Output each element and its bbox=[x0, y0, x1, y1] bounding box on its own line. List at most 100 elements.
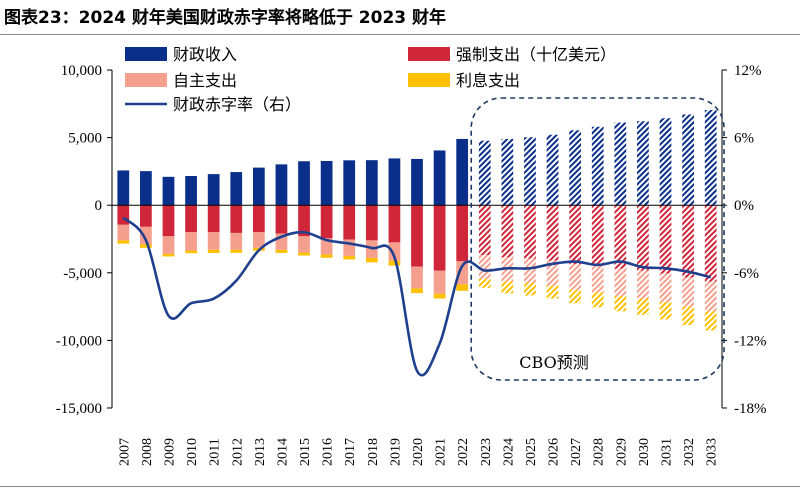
x-axis-tick-label: 2011 bbox=[208, 438, 223, 465]
bar-mandatory bbox=[682, 205, 694, 278]
bar-discretionary bbox=[704, 281, 717, 312]
bar-discretionary bbox=[275, 233, 288, 250]
x-axis-tick-label: 2010 bbox=[185, 438, 200, 466]
bar-interest bbox=[411, 288, 423, 294]
bar-discretionary bbox=[546, 260, 559, 286]
bar-interest bbox=[456, 284, 469, 291]
bar-interest bbox=[117, 240, 130, 244]
bar-mandatory bbox=[411, 205, 423, 267]
bar-mandatory bbox=[162, 205, 175, 237]
left-axis-tick-label: 10,000 bbox=[61, 63, 102, 79]
x-axis-tick-label: 2008 bbox=[140, 438, 155, 466]
legend-discretionary: 自主支出 bbox=[173, 71, 237, 90]
legend-discretionary-swatch bbox=[125, 73, 167, 87]
x-axis-tick-label: 2021 bbox=[434, 438, 449, 466]
bar-revenue bbox=[501, 138, 514, 206]
bar-revenue bbox=[637, 121, 649, 206]
bar-revenue bbox=[117, 170, 130, 206]
bar-revenue bbox=[275, 164, 288, 206]
bar-revenue bbox=[252, 167, 265, 206]
x-axis-tick-label: 2033 bbox=[705, 438, 720, 466]
bar-interest bbox=[614, 295, 627, 312]
bar-interest bbox=[546, 285, 559, 299]
left-axis-tick-label: 0 bbox=[95, 198, 103, 214]
bar-interest bbox=[478, 278, 491, 288]
x-axis-tick-label: 2026 bbox=[547, 438, 562, 466]
bar-discretionary bbox=[162, 236, 175, 254]
right-axis-tick-label: 12% bbox=[734, 63, 762, 79]
bar-mandatory bbox=[140, 205, 152, 227]
bar-revenue bbox=[162, 176, 175, 206]
bar-mandatory bbox=[207, 205, 220, 233]
bar-revenue bbox=[230, 172, 243, 206]
bar-interest bbox=[162, 253, 175, 257]
bar-discretionary bbox=[456, 261, 469, 285]
bar-mandatory bbox=[478, 205, 491, 256]
bar-revenue bbox=[320, 160, 333, 206]
x-axis-tick-label: 2016 bbox=[321, 438, 336, 466]
bar-interest bbox=[275, 249, 288, 253]
bar-interest bbox=[637, 298, 649, 315]
bar-discretionary bbox=[659, 273, 672, 302]
left-axis-tick-label: -10,000 bbox=[56, 333, 102, 349]
bar-mandatory bbox=[524, 205, 536, 259]
legend-deficit-rate: 财政赤字率（右） bbox=[173, 95, 301, 114]
legend-interest-swatch bbox=[408, 73, 450, 87]
bar-discretionary bbox=[569, 264, 582, 290]
x-axis-tick-label: 2023 bbox=[479, 438, 494, 466]
bar-mandatory bbox=[343, 205, 356, 240]
bar-mandatory bbox=[365, 205, 378, 241]
bar-mandatory bbox=[637, 205, 649, 271]
bar-discretionary bbox=[185, 232, 197, 251]
bar-discretionary bbox=[637, 270, 649, 299]
legend-mandatory-swatch bbox=[408, 47, 450, 61]
bar-interest bbox=[659, 301, 672, 320]
title-divider bbox=[0, 34, 800, 35]
bar-revenue bbox=[298, 161, 310, 206]
bar-discretionary bbox=[343, 239, 356, 256]
x-axis-tick-label: 2027 bbox=[569, 438, 584, 466]
bar-discretionary bbox=[140, 226, 152, 245]
x-axis-tick-label: 2022 bbox=[456, 438, 471, 466]
bar-mandatory bbox=[569, 205, 582, 265]
bar-revenue bbox=[478, 140, 491, 206]
bar-discretionary bbox=[591, 266, 604, 293]
right-axis-tick-label: 0% bbox=[734, 198, 754, 214]
bar-discretionary bbox=[524, 258, 536, 283]
x-axis-tick-label: 2032 bbox=[682, 438, 697, 466]
bar-revenue bbox=[546, 134, 559, 206]
bar-discretionary bbox=[614, 268, 627, 296]
left-axis-tick-label: -15,000 bbox=[56, 401, 102, 417]
bar-mandatory bbox=[388, 205, 401, 243]
bar-revenue bbox=[524, 137, 536, 206]
x-axis-tick-label: 2029 bbox=[614, 438, 629, 466]
bar-mandatory bbox=[659, 205, 672, 274]
bar-revenue bbox=[140, 171, 152, 206]
bar-discretionary bbox=[682, 277, 694, 307]
bar-interest bbox=[343, 255, 356, 260]
bar-interest bbox=[320, 254, 333, 258]
x-axis-tick-label: 2014 bbox=[275, 438, 290, 466]
bar-mandatory bbox=[546, 205, 559, 261]
left-axis-tick-label: -5,000 bbox=[63, 266, 102, 282]
bar-discretionary bbox=[320, 238, 333, 255]
bar-discretionary bbox=[252, 232, 265, 248]
bar-mandatory bbox=[252, 205, 265, 233]
x-axis-tick-label: 2024 bbox=[501, 438, 516, 466]
bar-mandatory bbox=[704, 205, 717, 282]
bar-discretionary bbox=[478, 255, 491, 279]
x-axis-tick-label: 2018 bbox=[366, 438, 381, 466]
x-axis-tick-label: 2020 bbox=[411, 438, 426, 466]
bar-revenue bbox=[365, 160, 378, 206]
x-axis-tick-label: 2025 bbox=[524, 438, 539, 466]
right-axis-tick-label: -6% bbox=[734, 266, 759, 282]
x-axis-tick-label: 2030 bbox=[637, 438, 652, 466]
x-axis-tick-label: 2017 bbox=[343, 438, 358, 466]
bar-interest bbox=[501, 281, 514, 294]
bar-discretionary bbox=[411, 266, 423, 289]
bar-interest bbox=[433, 293, 446, 299]
right-axis-tick-label: 6% bbox=[734, 131, 754, 147]
bar-revenue bbox=[591, 126, 604, 206]
bar-mandatory bbox=[456, 205, 469, 262]
legend-revenue-swatch bbox=[125, 47, 167, 61]
